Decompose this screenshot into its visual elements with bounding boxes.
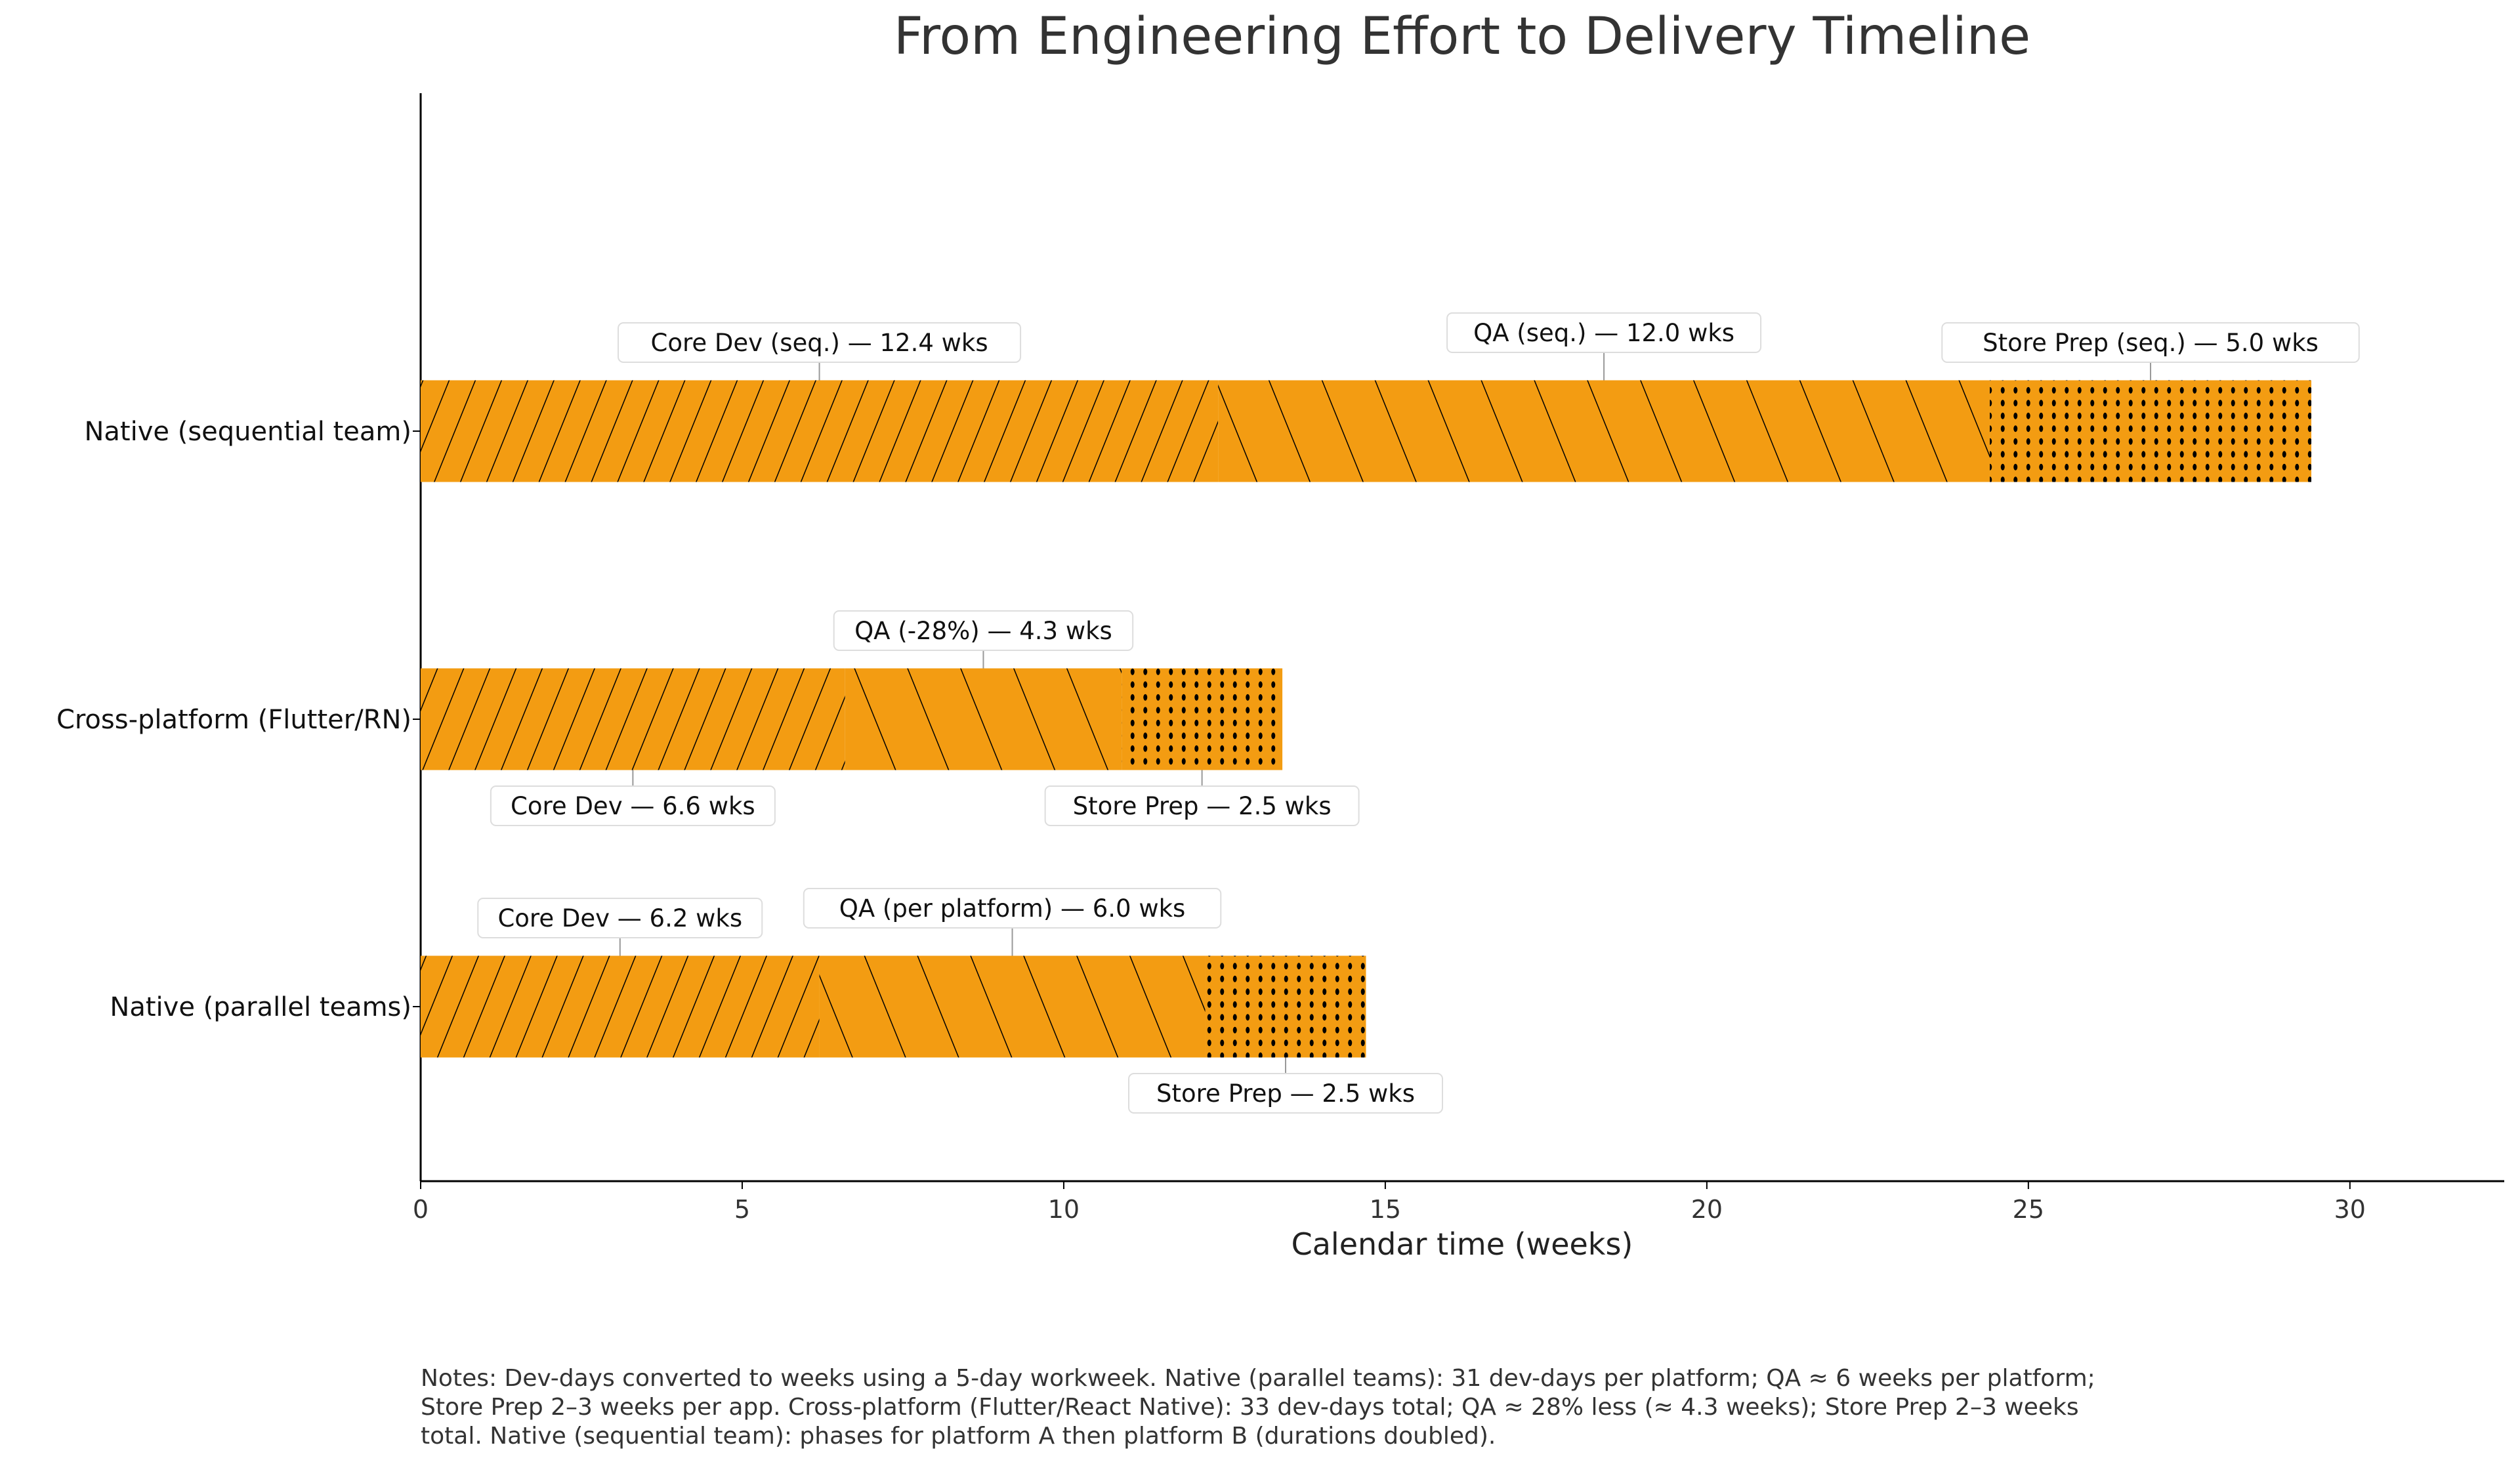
notes-line: total. Native (sequential team): phases … bbox=[421, 1423, 1496, 1450]
bar-store bbox=[1122, 668, 1283, 770]
annotation: Core Dev — 6.2 wks bbox=[477, 898, 763, 938]
annotation: QA (per platform) — 6.0 wks bbox=[803, 888, 1222, 929]
annotation-text: Core Dev — 6.2 wks bbox=[497, 904, 742, 932]
annotation: Core Dev — 6.6 wks bbox=[490, 785, 776, 826]
annotation: Store Prep — 2.5 wks bbox=[1128, 1073, 1444, 1114]
notes-line: Store Prep 2–3 weeks per app. Cross-plat… bbox=[421, 1394, 2079, 1421]
annotation-box bbox=[1128, 1073, 1444, 1114]
x-tick-label: 5 bbox=[734, 1195, 750, 1224]
annotation-box bbox=[1941, 322, 2360, 363]
annotation-text: Core Dev (seq.) — 12.4 wks bbox=[651, 329, 988, 357]
chart-title: From Engineering Effort to Delivery Time… bbox=[894, 7, 2030, 66]
bar-store bbox=[1990, 380, 2312, 482]
y-tick-label: Cross-platform (Flutter/RN) bbox=[56, 705, 411, 735]
x-tick-label: 15 bbox=[1370, 1195, 1401, 1224]
annotation: Core Dev (seq.) — 12.4 wks bbox=[618, 322, 1022, 363]
bar-store bbox=[1205, 955, 1366, 1058]
annotation-text: Store Prep (seq.) — 5.0 wks bbox=[1983, 329, 2319, 357]
x-axis-label: Calendar time (weeks) bbox=[1292, 1226, 1633, 1262]
bar-qa bbox=[1218, 380, 1990, 482]
x-tick-label: 25 bbox=[2013, 1195, 2044, 1224]
annotation-box bbox=[477, 898, 763, 938]
annotation-text: QA (per platform) — 6.0 wks bbox=[839, 894, 1186, 923]
annotation-text: Core Dev — 6.6 wks bbox=[511, 792, 755, 820]
annotation-box bbox=[1044, 785, 1360, 826]
annotation: QA (-28%) — 4.3 wks bbox=[833, 610, 1134, 651]
bar-core bbox=[421, 668, 845, 770]
annotation: QA (seq.) — 12.0 wks bbox=[1446, 312, 1762, 353]
annotation-box bbox=[833, 610, 1134, 651]
y-tick-label: Native (sequential team) bbox=[85, 417, 412, 447]
annotation: Store Prep (seq.) — 5.0 wks bbox=[1941, 322, 2360, 363]
bar-core bbox=[421, 380, 1219, 482]
bar-qa bbox=[819, 955, 1206, 1058]
annotation: Store Prep — 2.5 wks bbox=[1044, 785, 1360, 826]
x-tick-label: 0 bbox=[413, 1195, 429, 1224]
x-tick-label: 30 bbox=[2334, 1195, 2366, 1224]
annotation-text: Store Prep — 2.5 wks bbox=[1073, 792, 1332, 820]
annotation-text: QA (seq.) — 12.0 wks bbox=[1473, 319, 1734, 347]
annotation-box bbox=[490, 785, 776, 826]
annotation-text: QA (-28%) — 4.3 wks bbox=[854, 617, 1112, 645]
y-tick-label: Native (parallel teams) bbox=[110, 992, 411, 1022]
notes-line: Notes: Dev-days converted to weeks using… bbox=[421, 1365, 2095, 1392]
annotation-box bbox=[803, 888, 1222, 929]
annotation-box bbox=[1446, 312, 1762, 353]
notes: Notes: Dev-days converted to weeks using… bbox=[421, 1365, 2095, 1450]
bar-qa bbox=[845, 668, 1122, 770]
x-tick-label: 20 bbox=[1691, 1195, 1723, 1224]
annotation-text: Store Prep — 2.5 wks bbox=[1156, 1079, 1415, 1108]
bar-core bbox=[421, 955, 820, 1058]
x-tick-label: 10 bbox=[1048, 1195, 1080, 1224]
annotation-box bbox=[618, 322, 1022, 363]
